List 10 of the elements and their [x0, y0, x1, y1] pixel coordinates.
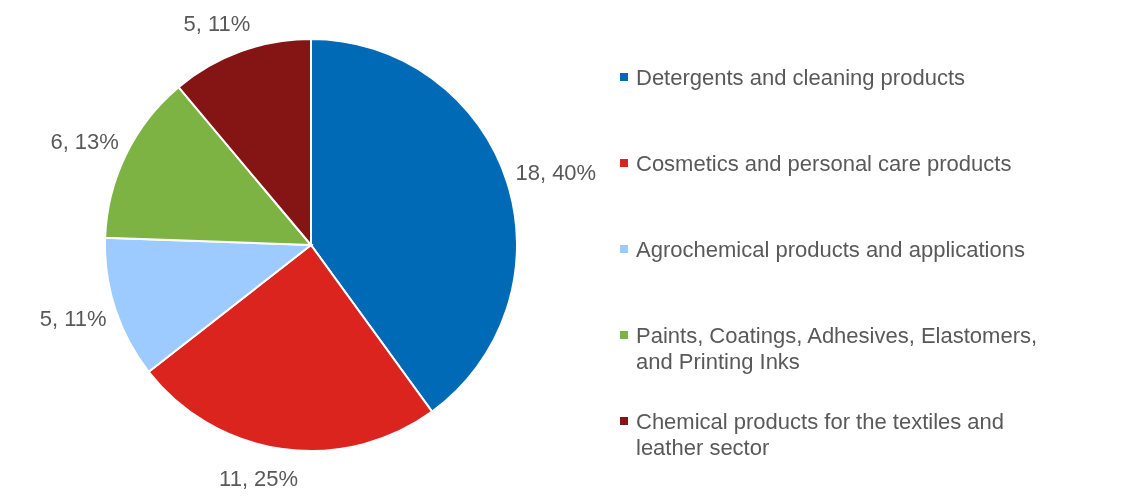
legend-label: Paints, Coatings, Adhesives, Elastomers, and Printing Inks — [636, 322, 1038, 375]
legend-label: Chemical products for the textiles and leather sector — [636, 408, 1005, 461]
data-label: 6, 13% — [50, 129, 119, 155]
data-label: 5, 11% — [183, 10, 251, 36]
data-label: 18, 40% — [515, 159, 597, 185]
data-label: 5, 11% — [39, 305, 107, 331]
legend-label: Detergents and cleaning products — [636, 64, 965, 90]
legend-label: Cosmetics and personal care products — [636, 150, 1012, 176]
data-label: 11, 25% — [219, 466, 299, 492]
legend-label: Agrochemical products and applications — [636, 236, 1025, 262]
